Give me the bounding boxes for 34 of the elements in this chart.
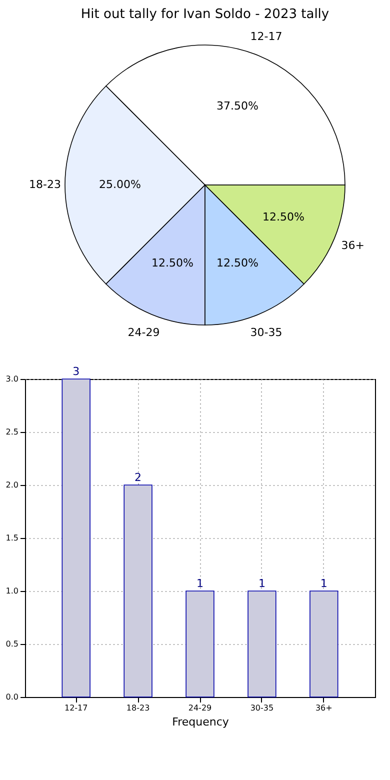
slice-label: 18-23 (29, 178, 61, 191)
data-label: 12.50% (151, 256, 194, 270)
x-tick-label: 12-17 (64, 704, 88, 712)
data-label: 12.50% (262, 210, 305, 224)
y-tick-label: 1.0 (6, 586, 18, 596)
y-tick-label: 1.5 (6, 534, 18, 542)
data-label: 25.00% (99, 178, 141, 191)
y-tick-label: 2.0 (6, 480, 18, 490)
bar (310, 590, 338, 698)
bar (248, 590, 276, 698)
y-tick-label: 3.0 (6, 374, 18, 384)
x-tick-label: 24-29 (188, 704, 212, 712)
slice-label: 24-29 (128, 326, 160, 339)
slice-label: 30-35 (250, 326, 282, 339)
y-tick-label: 2.5 (6, 428, 18, 436)
x-tick-label: 30-35 (250, 704, 274, 712)
slice-label: 12-17 (250, 30, 282, 44)
data-label: 3 (72, 365, 80, 378)
data-label: 2 (134, 471, 142, 484)
y-tick-label: 0.5 (6, 640, 18, 648)
x-tick-label: 36+ (315, 704, 332, 712)
data-label: 12.50% (216, 256, 259, 270)
bar (186, 590, 214, 698)
data-label: 37.50% (216, 99, 259, 112)
bar (124, 484, 152, 698)
chart-title: Hit out tally for Ivan Soldo - 2023 tally (80, 7, 330, 22)
x-tick-label: 18-23 (126, 704, 150, 712)
data-label: 1 (320, 577, 328, 590)
y-tick-label: 0.0 (6, 692, 18, 702)
data-label: 1 (258, 577, 266, 590)
x-axis-title: Frequency (172, 716, 230, 728)
data-label: 1 (196, 577, 204, 590)
slice-label: 36+ (341, 239, 364, 252)
bar (62, 378, 90, 698)
